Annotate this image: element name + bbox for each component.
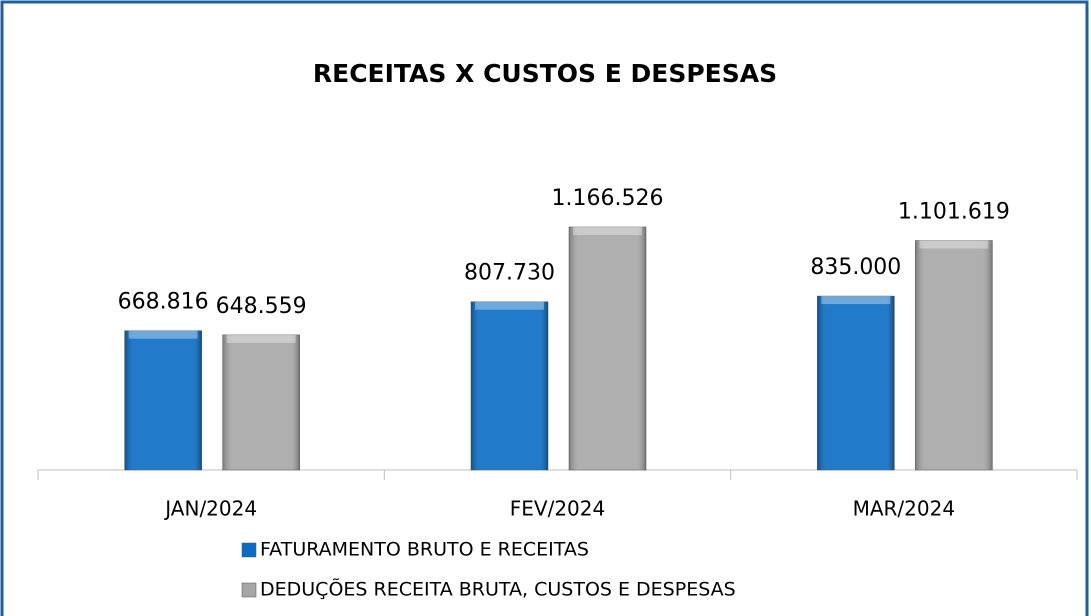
data-label: 668.816	[118, 290, 209, 315]
data-label: 835.000	[810, 255, 901, 280]
bar-bevel	[128, 330, 198, 339]
chart-title: RECEITAS X CUSTOS E DESPESAS	[313, 59, 777, 88]
data-label: 1.166.526	[552, 186, 664, 211]
x-tick-label: MAR/2024	[853, 497, 955, 521]
bar-bevel	[573, 227, 642, 235]
bar-shade	[471, 301, 548, 470]
bar-bevel	[919, 240, 989, 249]
data-label: 807.730	[464, 261, 555, 286]
data-label: 1.101.619	[898, 200, 1010, 225]
bar-shade	[124, 330, 202, 470]
legend-label: DEDUÇÕES RECEITA BRUTA, CUSTOS E DESPESA…	[260, 578, 736, 601]
bar-shade	[569, 227, 646, 470]
bar-bevel	[226, 334, 296, 343]
legend-label: FATURAMENTO BRUTO E RECEITAS	[260, 539, 589, 561]
bar-shade	[222, 334, 300, 470]
bar-bevel	[821, 296, 891, 305]
bar-shade	[817, 296, 895, 470]
legend-swatch	[241, 542, 257, 558]
x-tick-label: JAN/2024	[163, 497, 257, 521]
x-tick-label: FEV/2024	[510, 497, 605, 521]
bar-shade	[915, 240, 993, 470]
bar-bevel	[475, 301, 544, 310]
legend-swatch	[241, 582, 257, 598]
data-label: 648.559	[216, 294, 307, 319]
